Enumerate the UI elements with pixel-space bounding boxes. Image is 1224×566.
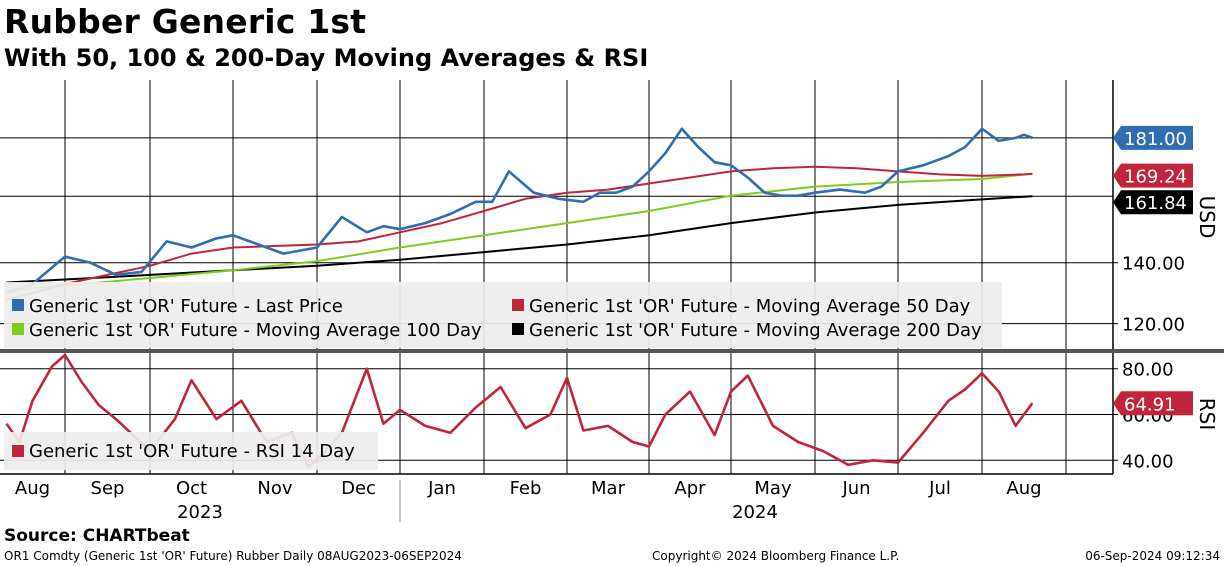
legend-swatch [12,323,24,335]
chart-title: Rubber Generic 1st [4,2,367,41]
x-tick-label: Aug [15,478,50,499]
y-axis-title-usd: USD [1195,196,1219,239]
legend-entry: Generic 1st 'OR' Future - Last Price [29,296,343,317]
x-year-label: 2023 [177,502,223,523]
x-tick-label: Jul [928,478,951,499]
rsi-last-label: 64.91 [1124,394,1176,415]
series-line-moving-average-100-day [6,172,1033,292]
legend-entry: Generic 1st 'OR' Future - RSI 14 Day [29,441,355,462]
footer-timestamp: 06-Sep-2024 09:12:34 [1085,549,1220,563]
y-axis-title-rsi: RSI [1195,398,1219,431]
rsi-last-tag [1113,391,1193,416]
legend-entry: Generic 1st 'OR' Future - Moving Average… [29,320,482,341]
series-line-last-price [6,127,1033,295]
y-tick-label: 120.00 [1122,315,1185,336]
legend-entry: Generic 1st 'OR' Future - Moving Average… [529,296,971,317]
source-label: Source: CHARTbeat [4,526,190,546]
last-price-tag [1113,125,1193,150]
x-tick-label: Feb [510,478,542,499]
x-tick-label: Mar [591,478,626,499]
x-year-label: 2024 [732,502,778,523]
x-tick-label: Jan [427,478,456,499]
y-tick-label: 40.00 [1122,451,1174,472]
x-tick-label: Oct [176,478,207,499]
footer-copyright: Copyright© 2024 Bloomberg Finance L.P. [652,549,900,563]
x-tick-label: Aug [1006,478,1041,499]
x-tick-label: Apr [674,478,706,499]
legend-box-top [4,282,1002,348]
ma-200-last-tag [1113,190,1193,215]
y-tick-label: 80.00 [1122,360,1174,381]
series-line-moving-average-50-day [6,165,1033,301]
x-tick-label: Jun [841,478,870,499]
series-line-moving-average-200-day [6,195,1033,284]
footer-ticker: OR1 Comdty (Generic 1st 'OR' Future) Rub… [4,549,462,563]
y-tick-label: 140.00 [1122,254,1185,275]
last-price-label: 181.00 [1124,129,1187,150]
x-tick-label: Dec [341,478,376,499]
legend-swatch [512,299,524,311]
legend-box-rsi [4,432,378,470]
legend-swatch [512,323,524,335]
ma-50-last-tag [1113,163,1193,188]
legend-entry: Generic 1st 'OR' Future - Moving Average… [529,320,982,341]
x-tick-label: May [754,478,792,499]
x-tick-label: Nov [257,478,292,499]
chart-subtitle: With 50, 100 & 200-Day Moving Averages &… [4,44,649,72]
legend-swatch [12,445,24,457]
ma-200-last-label: 161.84 [1124,193,1187,214]
panel-divider [0,349,1224,353]
ma-50-last-label: 169.24 [1124,167,1187,188]
legend-swatch [12,299,24,311]
x-tick-label: Sep [91,478,125,499]
